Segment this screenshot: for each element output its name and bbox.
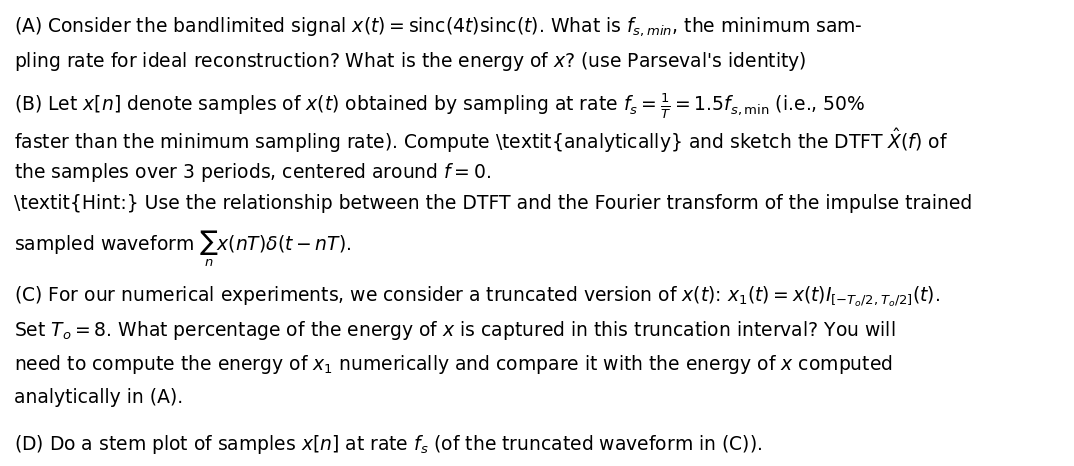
- Text: Set $T_o = 8$. What percentage of the energy of $x$ is captured in this truncati: Set $T_o = 8$. What percentage of the en…: [14, 319, 895, 342]
- Text: analytically in (A).: analytically in (A).: [14, 388, 183, 407]
- Text: faster than the minimum sampling rate). Compute \textit{analytically} and sketch: faster than the minimum sampling rate). …: [14, 126, 947, 155]
- Text: (A) Consider the bandlimited signal $x(t) = \mathrm{sinc}(4t)\mathrm{sinc}(t)$. : (A) Consider the bandlimited signal $x(t…: [14, 15, 861, 38]
- Text: need to compute the energy of $x_1$ numerically and compare it with the energy o: need to compute the energy of $x_1$ nume…: [14, 353, 892, 377]
- Text: (C) For our numerical experiments, we consider a truncated version of $x(t)$: $x: (C) For our numerical experiments, we co…: [14, 284, 940, 308]
- Text: pling rate for ideal reconstruction? What is the energy of $x$? (use Parseval's : pling rate for ideal reconstruction? Wha…: [14, 50, 807, 73]
- Text: \textit{Hint:} Use the relationship between the DTFT and the Fourier transform o: \textit{Hint:} Use the relationship betw…: [14, 194, 972, 212]
- Text: (B) Let $x[n]$ denote samples of $x(t)$ obtained by sampling at rate $f_s = \fra: (B) Let $x[n]$ denote samples of $x(t)$ …: [14, 92, 865, 121]
- Text: the samples over 3 periods, centered around $f = 0$.: the samples over 3 periods, centered aro…: [14, 161, 491, 184]
- Text: (D) Do a stem plot of samples $x[n]$ at rate $f_s$ (of the truncated waveform in: (D) Do a stem plot of samples $x[n]$ at …: [14, 433, 761, 456]
- Text: sampled waveform $\sum_n x(nT)\delta(t - nT)$.: sampled waveform $\sum_n x(nT)\delta(t -…: [14, 228, 351, 268]
